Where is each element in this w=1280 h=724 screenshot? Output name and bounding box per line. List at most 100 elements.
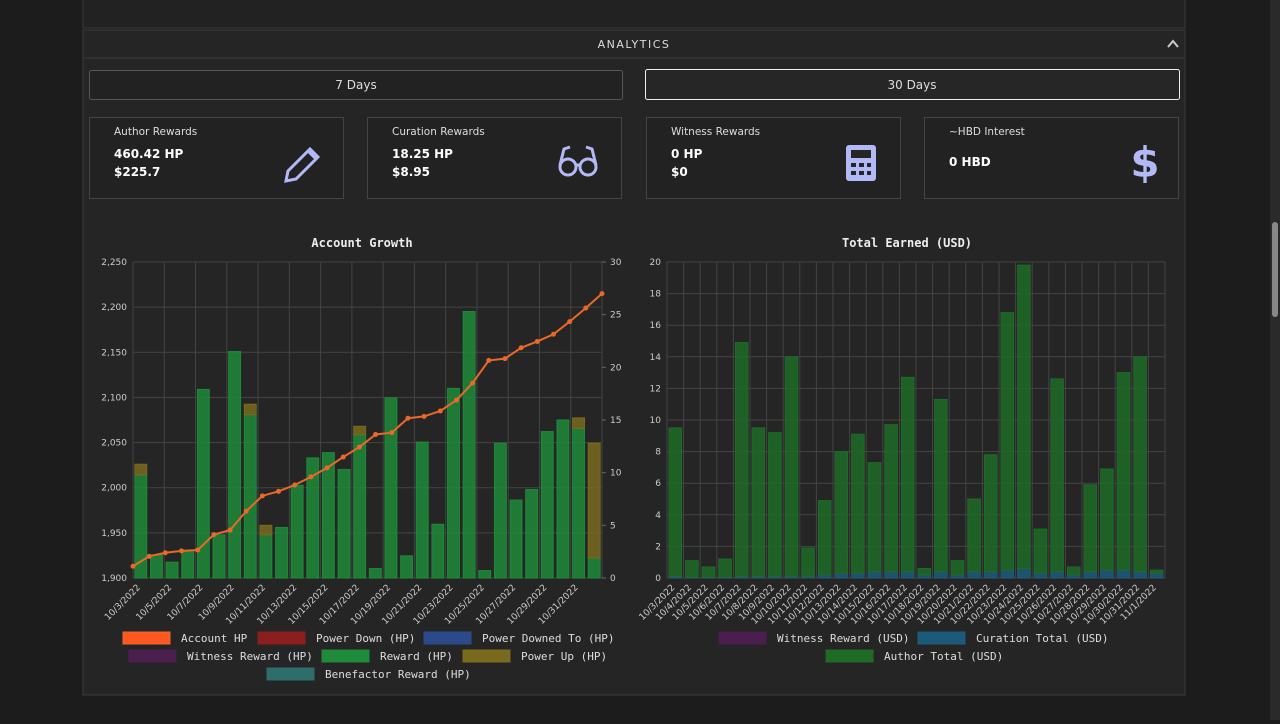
y-tick-label: 14 [650, 353, 662, 363]
line-point [405, 415, 411, 421]
collapse-button[interactable] [1167, 39, 1179, 48]
card-label: ~HBD Interest [949, 126, 1025, 138]
y-tick-label: 2,200 [101, 303, 127, 313]
bar [751, 427, 766, 577]
y-tick-label: 2,000 [101, 484, 127, 494]
tab-box[interactable] [645, 69, 1180, 100]
charts: Account Growth 1,900 1,950 2,000 2,050 2,100 2… [101, 236, 1166, 681]
y2-tick-label: 25 [610, 311, 621, 321]
bar [228, 351, 242, 579]
y-tick-label: 16 [650, 321, 662, 331]
bar [478, 570, 492, 579]
bar [685, 560, 699, 578]
legend-label: Reward (HP) [380, 650, 453, 663]
bar [817, 500, 832, 576]
y2-tick-label: 5 [610, 521, 616, 531]
line-point [470, 380, 476, 386]
bar [967, 498, 981, 573]
line [132, 292, 603, 568]
y-tick-label: 2,250 [101, 258, 127, 268]
legend-label: Power Up (HP) [521, 650, 607, 663]
card [924, 117, 1179, 199]
scrollbar-thumb[interactable] [1272, 222, 1278, 317]
bar [572, 417, 585, 429]
bar [181, 551, 195, 579]
legend-swatch [917, 631, 966, 645]
card-label: Witness Rewards [671, 126, 760, 138]
line-point [292, 482, 298, 488]
bar [1116, 569, 1131, 579]
bar [462, 311, 476, 579]
y2-tick-label: 0 [610, 574, 616, 584]
bar [1050, 378, 1064, 573]
bar [509, 499, 523, 579]
bar [983, 454, 998, 573]
card-value: 460.42 HP [114, 147, 184, 161]
card-value: 18.25 HP [392, 147, 453, 161]
bar [1116, 372, 1131, 571]
bar [353, 425, 367, 436]
y2-tick-label: 30 [610, 258, 622, 268]
bar [900, 571, 915, 579]
line-point [308, 474, 314, 480]
legend-label: Account HP [181, 632, 248, 645]
legend-swatch [462, 649, 511, 663]
card-value: $0 [671, 165, 688, 179]
line-point [389, 430, 395, 436]
bar [1017, 264, 1031, 570]
y-tick-label: 20 [650, 258, 662, 268]
bar [1033, 528, 1048, 574]
bar [384, 397, 398, 579]
tab-7-days[interactable]: 7 Days [89, 70, 623, 100]
bar [290, 484, 304, 579]
icon-dollar: $ [1130, 138, 1159, 187]
y2-tick-label: 15 [610, 416, 621, 426]
line-point [518, 345, 524, 351]
bar [1133, 356, 1147, 573]
bar [668, 427, 683, 577]
legend-swatch [128, 649, 177, 663]
chart-title: Total Earned (USD) [842, 236, 972, 250]
icon-shape [558, 145, 598, 167]
y-tick-label: 8 [655, 448, 661, 458]
bar [851, 433, 865, 574]
panel-title: ANALYTICS [598, 38, 671, 51]
bar [1000, 312, 1015, 571]
y-tick-label: 4 [655, 511, 661, 521]
legend-swatch [423, 631, 472, 645]
y-tick-label: 2,100 [101, 393, 127, 403]
bar [275, 526, 288, 579]
bar [851, 572, 865, 579]
legend-swatch [266, 667, 315, 681]
legend-label: Curation Total (USD) [976, 632, 1108, 645]
icon-pencil [284, 146, 321, 183]
tab-label[interactable]: 7 Days [335, 78, 376, 92]
line-point [486, 357, 492, 363]
bar [321, 452, 335, 579]
chart-title: Account Growth [311, 236, 412, 250]
line-point [356, 444, 362, 450]
line-point [130, 563, 136, 569]
line-point [502, 356, 508, 362]
bar [415, 441, 429, 579]
icon-shape [558, 157, 578, 177]
line-point [324, 465, 330, 471]
bar [447, 387, 460, 579]
y-tick-label: 2 [655, 542, 661, 552]
tab-30-days[interactable]: 30 Days [645, 69, 1180, 100]
legend-label: Author Total (USD) [884, 650, 1003, 663]
bar [950, 560, 965, 576]
tab-box[interactable] [89, 70, 623, 100]
bar [540, 431, 554, 579]
bar [212, 534, 226, 579]
tab-label[interactable]: 30 Days [887, 78, 936, 92]
bar [834, 572, 849, 579]
legend-label: Witness Reward (USD) [777, 632, 909, 645]
bar [525, 489, 539, 579]
bar [934, 571, 948, 579]
bar [337, 469, 351, 579]
icon-shape [851, 150, 871, 158]
bar [587, 557, 601, 579]
y-tick-label: 2,150 [101, 348, 127, 358]
icon-shape [578, 157, 598, 177]
